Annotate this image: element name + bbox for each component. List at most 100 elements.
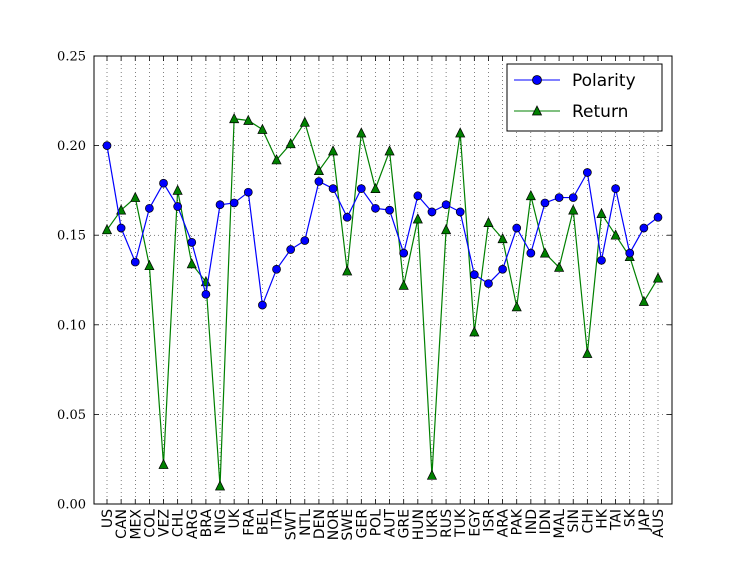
data-point-polarity xyxy=(568,193,578,202)
data-point-polarity xyxy=(116,223,126,233)
data-point-return xyxy=(638,295,649,306)
data-point-return xyxy=(158,458,169,469)
data-point-polarity xyxy=(554,193,564,202)
legend-marker-polarity xyxy=(532,75,542,85)
series-polarity xyxy=(102,141,663,310)
data-point-polarity xyxy=(187,238,197,247)
x-tick-label: TAI xyxy=(609,509,625,531)
data-point-return xyxy=(229,112,240,124)
x-tick-label: BEL xyxy=(255,509,271,535)
data-point-return xyxy=(101,224,113,235)
x-tick-label: HUN xyxy=(411,509,427,540)
data-point-polarity xyxy=(258,300,267,310)
data-point-return xyxy=(596,207,607,219)
data-point-polarity xyxy=(639,223,649,233)
data-point-polarity xyxy=(583,168,592,177)
x-tick-label: IDN xyxy=(538,509,554,534)
x-tick-label: FRA xyxy=(241,509,257,536)
x-tick-label: CHL xyxy=(171,509,187,537)
x-tick-label: DEN xyxy=(312,509,328,539)
data-point-polarity xyxy=(173,202,182,211)
data-point-polarity xyxy=(243,187,253,197)
data-point-return xyxy=(313,164,324,176)
x-tick-label: RUS xyxy=(439,509,455,538)
x-tick-label: CHI xyxy=(580,509,596,533)
x-tick-label: NTL xyxy=(298,509,314,536)
data-point-polarity xyxy=(201,289,211,299)
data-point-polarity xyxy=(469,270,479,279)
data-point-polarity xyxy=(441,200,451,210)
data-point-return xyxy=(342,265,353,276)
data-point-return xyxy=(384,145,395,156)
series-layer xyxy=(101,112,664,491)
x-tick-label: UKR xyxy=(425,509,441,538)
data-point-polarity xyxy=(328,184,338,193)
data-point-return xyxy=(214,480,226,491)
x-tick-label: SWT xyxy=(284,509,300,541)
data-point-return xyxy=(426,469,438,480)
data-point-return xyxy=(582,347,593,358)
y-tick-label: 0.25 xyxy=(57,50,86,65)
data-point-polarity xyxy=(130,257,140,267)
data-point-return xyxy=(455,127,466,138)
y-tick-label: 0.15 xyxy=(57,229,86,244)
legend-box xyxy=(506,63,663,132)
x-tick-label: GER xyxy=(354,509,370,539)
data-point-polarity xyxy=(300,236,310,245)
x-tick-label: MEX xyxy=(128,509,144,540)
data-point-return xyxy=(568,204,579,215)
data-point-polarity xyxy=(427,207,437,217)
x-tick-label: EGY xyxy=(467,509,483,537)
data-point-polarity xyxy=(342,212,352,222)
x-tick-label: AUT xyxy=(383,509,399,538)
data-point-polarity xyxy=(540,198,550,208)
legend: Polarity Return xyxy=(506,63,663,132)
data-point-return xyxy=(370,182,381,193)
data-point-return xyxy=(243,114,254,125)
data-point-polarity xyxy=(413,191,423,201)
x-tick-label: UK xyxy=(227,508,243,528)
data-point-polarity xyxy=(611,184,620,193)
data-point-polarity xyxy=(526,248,536,258)
data-point-return xyxy=(271,154,282,165)
data-point-return xyxy=(327,145,339,156)
data-point-return xyxy=(441,224,452,235)
legend-label-polarity: Polarity xyxy=(572,71,636,91)
x-tick-label: CAN xyxy=(114,509,130,539)
x-tick-label: SIN xyxy=(566,509,582,533)
y-tick-label: 0.10 xyxy=(57,318,86,333)
data-point-return xyxy=(172,184,183,195)
data-point-return xyxy=(285,138,296,149)
data-point-return xyxy=(554,261,565,272)
data-point-return xyxy=(412,213,423,224)
data-point-polarity xyxy=(385,205,394,215)
data-point-return xyxy=(257,123,268,134)
x-tick-label: ARG xyxy=(185,509,201,539)
data-point-polarity xyxy=(512,223,522,233)
data-point-return xyxy=(652,272,664,283)
data-point-polarity xyxy=(399,248,409,258)
x-axis: USCANMEXCOLVEZCHLARGBRANIGUKFRABELITASWT… xyxy=(100,56,667,541)
data-point-polarity xyxy=(498,264,507,274)
x-tick-label: US xyxy=(100,509,116,528)
y-tick-label: 0.05 xyxy=(57,408,86,423)
x-tick-label: POL xyxy=(368,509,384,536)
x-tick-label: GRE xyxy=(397,509,413,538)
plot-frame xyxy=(93,55,673,505)
data-point-polarity xyxy=(272,264,281,274)
data-point-return xyxy=(469,326,480,337)
data-point-polarity xyxy=(484,279,493,288)
x-tick-label: SWE xyxy=(340,509,356,541)
data-point-return xyxy=(497,233,508,244)
x-tick-label: HK xyxy=(594,508,610,529)
data-point-return xyxy=(398,279,409,290)
x-tick-label: TUK xyxy=(453,508,469,538)
legend-marker-return xyxy=(531,105,543,116)
data-point-polarity xyxy=(229,198,239,208)
data-point-return xyxy=(144,259,155,271)
x-tick-label: VEZ xyxy=(157,509,173,537)
x-tick-label: PAK xyxy=(510,508,526,535)
y-tick-label: 0.00 xyxy=(57,498,86,513)
data-point-return xyxy=(483,216,494,228)
